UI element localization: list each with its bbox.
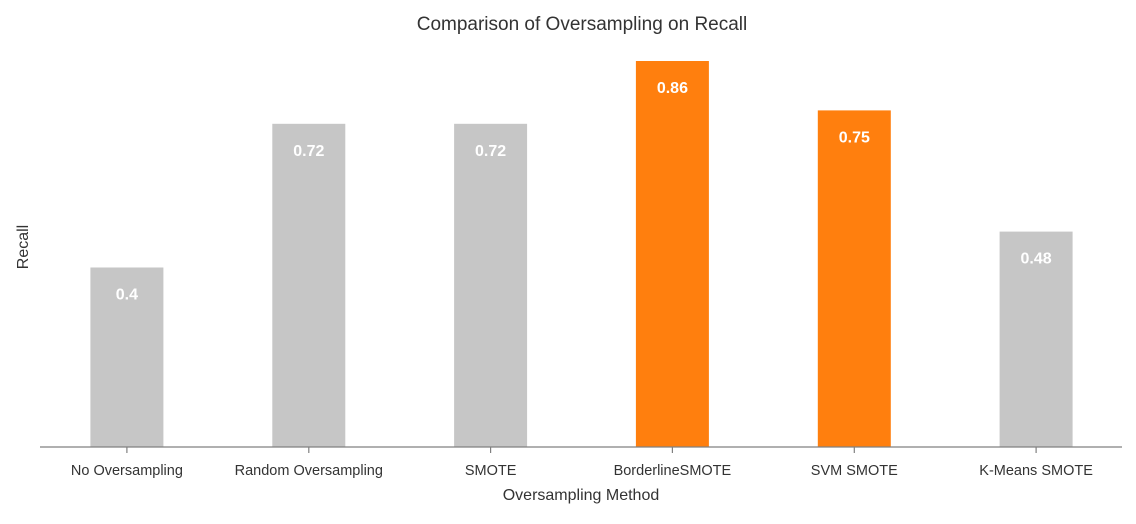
x-tick-label: SVM SMOTE [811,463,898,479]
x-tick-label: BorderlineSMOTE [614,463,732,479]
value-labels-layer: 0.4 0.72 0.72 0.86 0.75 0.48 [116,80,1052,304]
value-label: 0.72 [475,143,506,160]
y-axis-label: Recall [15,225,32,269]
value-label: 0.48 [1021,251,1052,268]
value-label: 0.72 [293,143,324,160]
value-label: 0.75 [839,129,870,146]
bar-borderlinesmote [635,61,709,447]
x-tick-label: No Oversampling [71,463,183,479]
bar-no-oversampling [90,267,164,447]
bars-layer [90,61,1073,448]
value-label: 0.4 [116,287,138,304]
bar-smote [454,123,528,448]
x-tick-label: SMOTE [465,463,517,479]
x-tick-label: Random Oversampling [235,463,383,479]
bar-k-means-smote [999,231,1073,447]
bar-svm-smote [817,110,891,448]
x-ticks-layer: No Oversampling Random Oversampling SMOTE B… [71,447,1093,479]
chart-title: Comparison of Oversampling on Recall [417,14,748,35]
x-axis-label: Oversampling Method [503,487,660,504]
value-label: 0.86 [657,80,688,97]
x-tick-label: K-Means SMOTE [979,463,1093,479]
bar-random-oversampling [272,123,346,448]
